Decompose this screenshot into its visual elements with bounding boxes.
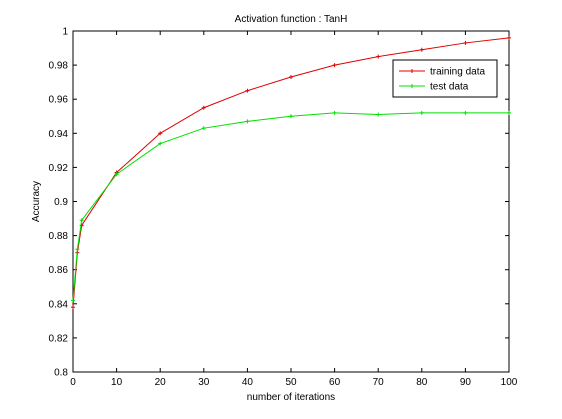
data-point [332, 110, 337, 115]
x-axis-label: number of iterations [247, 392, 335, 403]
data-point [201, 126, 206, 131]
x-tick-label: 40 [242, 377, 254, 388]
data-point [376, 54, 381, 59]
chart-title: Activation function : TanH [235, 14, 348, 25]
data-point [245, 88, 250, 93]
data-point [75, 247, 80, 252]
data-point [289, 75, 293, 80]
y-tick-label: 0.82 [49, 333, 69, 344]
x-tick-label: 30 [198, 377, 210, 388]
data-point [201, 105, 206, 110]
legend-label: training data [430, 67, 485, 78]
y-tick-label: 0.96 [49, 95, 69, 106]
data-point [79, 218, 84, 223]
x-tick-label: 90 [460, 377, 472, 388]
data-point [507, 35, 511, 40]
x-tick-label: 100 [501, 377, 518, 388]
data-point [419, 47, 424, 52]
legend-label: test data [430, 82, 469, 93]
data-point [419, 110, 424, 115]
data-point [158, 131, 163, 136]
data-point [71, 305, 75, 310]
ticks: 0 10 20 30 40 50 60 70 80 90 100 0.8 0.82 0.84 0.86 0.8… [49, 27, 518, 389]
y-tick-label: 0.86 [49, 265, 69, 276]
x-tick-label: 60 [329, 377, 341, 388]
data-point [245, 119, 250, 124]
data-point [158, 141, 163, 146]
data-point [79, 223, 84, 228]
x-tick-label: 20 [155, 377, 167, 388]
y-tick-label: 0.9 [54, 197, 68, 208]
legend-box [392, 59, 498, 98]
x-tick-label: 70 [373, 377, 385, 388]
y-tick-label: 0.84 [49, 299, 69, 310]
x-tick-label: 10 [111, 377, 123, 388]
data-point [289, 114, 293, 119]
y-tick-label: 0.8 [54, 368, 68, 379]
data-point [507, 110, 511, 115]
x-tick-label: 50 [285, 377, 297, 388]
y-tick-label: 1 [62, 27, 68, 38]
x-tick-label: 0 [70, 377, 76, 388]
data-point [463, 110, 468, 115]
y-axis-label: Accuracy [31, 181, 42, 222]
y-tick-label: 0.88 [49, 231, 69, 242]
data-point [376, 112, 381, 117]
y-tick-label: 0.98 [49, 61, 69, 72]
y-tick-label: 0.94 [49, 129, 69, 140]
data-point [71, 298, 75, 303]
series-lines [71, 35, 511, 310]
y-tick-label: 0.92 [49, 163, 69, 174]
x-tick-label: 80 [416, 377, 428, 388]
data-point [114, 172, 119, 177]
legend: training data test data [392, 59, 498, 98]
data-point [463, 40, 468, 45]
data-point [332, 63, 337, 68]
